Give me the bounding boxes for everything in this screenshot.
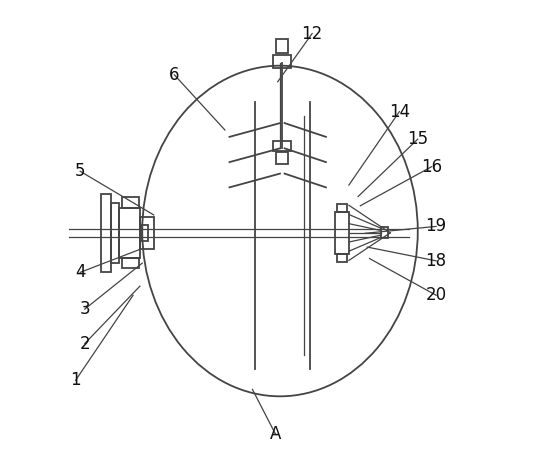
Text: 6: 6 (169, 66, 180, 84)
Text: 15: 15 (407, 130, 428, 148)
Text: 19: 19 (426, 218, 447, 236)
Bar (276, 152, 288, 164)
Text: 18: 18 (426, 252, 447, 270)
Text: 1: 1 (71, 371, 81, 389)
Bar (276, 39, 288, 53)
Text: 5: 5 (75, 162, 86, 180)
Bar (119, 207, 140, 258)
Text: 3: 3 (80, 300, 90, 318)
Text: A: A (270, 425, 281, 443)
Bar (273, 55, 292, 68)
Bar (111, 203, 119, 263)
Bar (101, 194, 111, 272)
Text: 14: 14 (389, 103, 410, 121)
Text: 20: 20 (426, 286, 447, 304)
Text: 16: 16 (421, 158, 442, 176)
Text: 4: 4 (75, 263, 86, 281)
Bar (335, 212, 349, 254)
Bar (338, 204, 347, 212)
Bar (123, 197, 138, 207)
Text: 12: 12 (301, 24, 323, 43)
Bar (338, 254, 347, 262)
Text: 2: 2 (80, 334, 90, 353)
Bar (140, 217, 153, 249)
Bar (381, 227, 388, 238)
Bar (141, 225, 148, 241)
Bar (273, 140, 292, 151)
Bar (123, 258, 138, 268)
